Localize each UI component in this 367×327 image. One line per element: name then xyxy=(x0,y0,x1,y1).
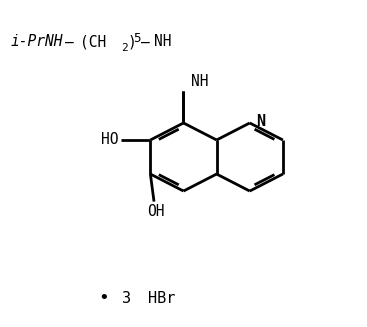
Text: 2: 2 xyxy=(121,43,128,53)
Text: •: • xyxy=(98,289,109,307)
Text: NH: NH xyxy=(155,34,172,49)
Text: ): ) xyxy=(127,34,136,49)
Text: 5: 5 xyxy=(134,32,141,45)
Text: OH: OH xyxy=(147,204,164,219)
Text: 3: 3 xyxy=(123,291,132,305)
Text: N: N xyxy=(256,114,265,129)
Text: —: — xyxy=(65,34,74,49)
Text: —: — xyxy=(141,34,150,49)
Text: (CH: (CH xyxy=(80,34,106,49)
Text: HO: HO xyxy=(101,132,118,147)
Text: NH: NH xyxy=(191,74,208,89)
Text: i-PrNH: i-PrNH xyxy=(11,34,63,49)
Text: HBr: HBr xyxy=(148,291,175,305)
